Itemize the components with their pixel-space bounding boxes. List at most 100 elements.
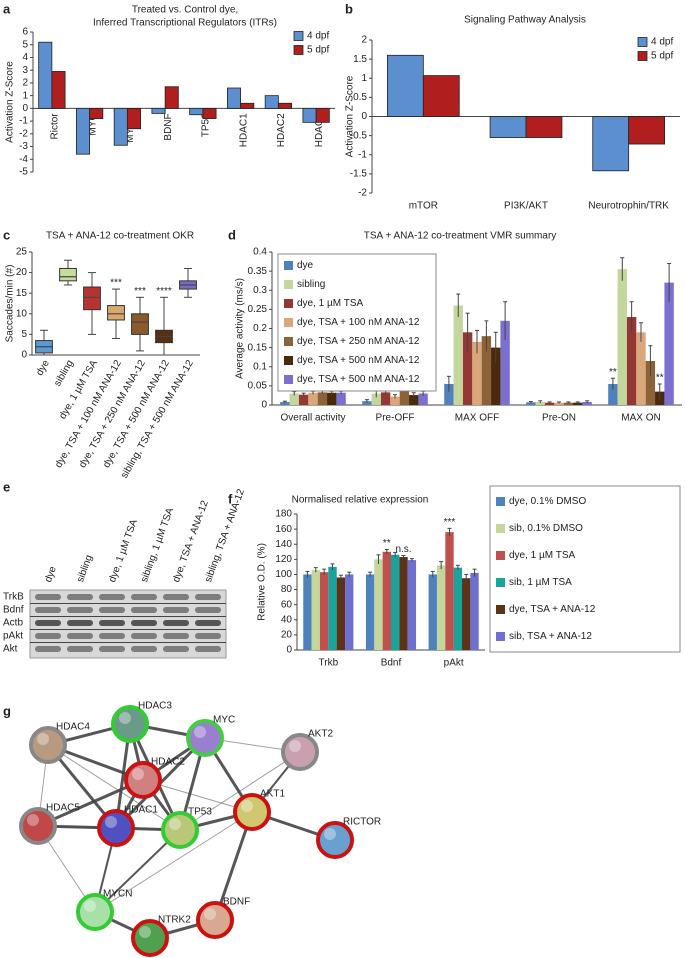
node: [111, 705, 149, 743]
x-tick-label: HDAC1: [238, 113, 249, 147]
node: [281, 733, 319, 771]
lane-label: dye: [43, 565, 59, 584]
y-axis-label: Activation Z-Score: [345, 75, 356, 157]
node-label: MYC: [213, 715, 235, 726]
legend-swatch: [293, 31, 304, 41]
node-highlight: [324, 828, 336, 840]
legend-label: sibling: [297, 279, 325, 290]
node-highlight: [241, 800, 253, 812]
bar: [617, 269, 627, 405]
x-tick-label: Rictor: [50, 113, 61, 140]
bar: [76, 107, 91, 155]
legend-label: dye, TSA + ANA-12: [509, 604, 596, 615]
bar: [51, 71, 66, 109]
y-tick-label: 160: [275, 524, 292, 535]
panel-label: f: [228, 491, 233, 506]
band: [67, 594, 93, 600]
legend-label: 4 dpf: [307, 31, 329, 42]
band: [195, 620, 221, 626]
legend-box: [277, 253, 437, 392]
legend-label: sib, 0.1% DMSO: [509, 523, 583, 534]
y-tick-label: 0.1: [253, 361, 267, 372]
y-tick-label: 1.5: [353, 54, 367, 65]
annotation: ***: [110, 278, 122, 289]
bar: [327, 392, 337, 405]
bar: [386, 54, 424, 117]
y-tick-label: 15: [16, 288, 28, 299]
box: [59, 267, 77, 282]
bar: [308, 392, 318, 405]
band: [131, 607, 157, 613]
node: [131, 919, 169, 957]
bar: [391, 554, 400, 650]
bar: [399, 388, 410, 405]
band: [163, 633, 189, 639]
y-axis-label: Average activity (ms/s): [235, 278, 246, 379]
y-tick-label: 0: [21, 350, 27, 361]
y-tick-label: 0.05: [248, 381, 268, 392]
node-highlight: [289, 740, 301, 752]
y-tick-label: 4: [22, 52, 28, 63]
bar: [664, 282, 674, 405]
x-tick-label: Trkb: [319, 658, 339, 669]
bar: [151, 107, 166, 114]
bar: [470, 572, 479, 650]
edge: [37, 778, 144, 828]
band: [35, 646, 61, 652]
annotation: ****: [156, 286, 172, 297]
node: [161, 811, 199, 849]
edge: [47, 744, 181, 831]
node-highlight: [139, 926, 151, 938]
row-label: pAkt: [3, 631, 23, 642]
x-tick-label: dye: [34, 358, 52, 378]
band: [163, 646, 189, 652]
legend-label: 5 dpf: [651, 51, 673, 62]
bar: [390, 396, 400, 405]
y-tick-label: -2: [19, 128, 28, 139]
bar: [362, 401, 372, 405]
y-tick-label: 3: [22, 65, 28, 76]
edge: [213, 811, 254, 921]
bar: [298, 394, 309, 405]
y-tick-label: 0.25: [248, 304, 268, 315]
band: [67, 633, 93, 639]
x-tick-label: PI3K/AKT: [504, 201, 548, 212]
band: [99, 646, 125, 652]
bar: [445, 532, 454, 650]
band: [195, 607, 221, 613]
legend-swatch: [284, 375, 293, 384]
node: [97, 809, 135, 847]
band: [67, 607, 93, 613]
band: [131, 594, 157, 600]
bar: [628, 116, 666, 145]
y-tick-label: 5: [22, 39, 28, 50]
node-highlight: [119, 712, 131, 724]
y-tick-label: 0: [361, 111, 367, 122]
node-highlight: [194, 726, 206, 738]
band: [163, 594, 189, 600]
bar: [371, 393, 381, 405]
legend-label: dye: [297, 260, 314, 271]
chart-title: Inferred Transcriptional Regulators (ITR…: [93, 18, 277, 29]
row-label: Akt: [3, 644, 18, 655]
box: [83, 286, 101, 311]
y-tick-label: 60: [281, 599, 293, 610]
legend-label: dye, 1 µM TSA: [297, 298, 363, 309]
node-highlight: [169, 818, 181, 830]
x-tick-label: Bdnf: [381, 658, 402, 669]
node: [233, 793, 271, 831]
chart-title: Signaling Pathway Analysis: [464, 15, 586, 26]
band: [67, 620, 93, 626]
legend-label: dye, 0.1% DMSO: [509, 496, 586, 507]
bar: [328, 566, 337, 650]
band: [163, 620, 189, 626]
node-label: BDNF: [223, 897, 250, 908]
y-tick-label: -1.5: [350, 169, 368, 180]
band: [131, 646, 157, 652]
band: [131, 620, 157, 626]
bar: [573, 402, 583, 405]
annotation: **: [609, 367, 617, 378]
band: [99, 607, 125, 613]
bar: [336, 577, 346, 650]
